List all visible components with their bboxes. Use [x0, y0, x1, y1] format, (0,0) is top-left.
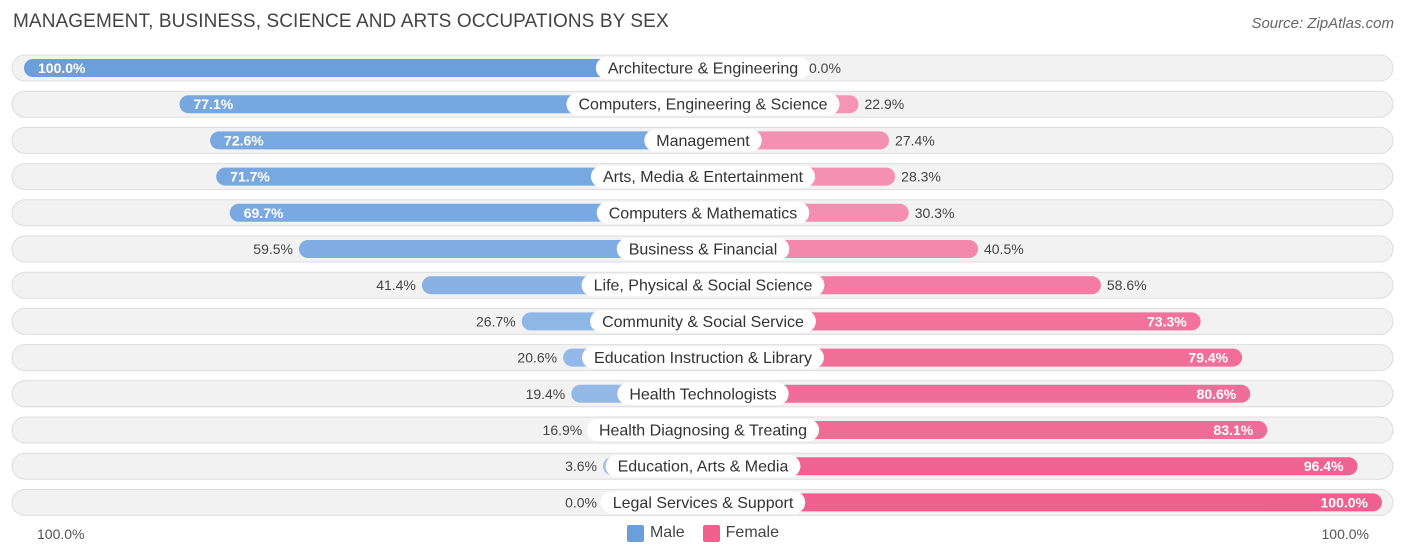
chart-area: Architecture & Engineering 100.0% 0.0% Comp… — [11, 54, 1394, 516]
category-label: Education Instruction & Library — [594, 350, 812, 367]
value-label-female: 27.4% — [895, 132, 935, 148]
category-label: Management — [656, 133, 750, 150]
category-pill — [590, 310, 816, 333]
category-pill — [586, 419, 820, 441]
value-label-female: 100.0% — [1321, 494, 1369, 510]
category-label: Health Diagnosing & Treating — [599, 423, 807, 440]
category-pill — [581, 274, 825, 297]
value-label-female: 80.6% — [1197, 386, 1237, 402]
bar-female — [703, 421, 1268, 439]
bar-female — [703, 312, 1201, 331]
bar-male — [298, 240, 703, 258]
category-label: Legal Services & Support — [613, 495, 794, 512]
source-label: Source: ZipAtlas.com — [1251, 15, 1394, 32]
category-label: Computers, Engineering & Science — [578, 97, 827, 114]
category-pill — [617, 382, 789, 405]
bar-male — [229, 203, 703, 222]
value-label-female: 96.4% — [1304, 458, 1344, 474]
value-label-female: 73.3% — [1147, 313, 1187, 329]
value-label-female: 58.6% — [1107, 277, 1147, 293]
bar-female — [703, 384, 1251, 403]
value-label-male: 20.6% — [517, 350, 557, 366]
category-label: Community & Social Service — [602, 314, 804, 331]
value-label-male: 72.6% — [224, 132, 264, 148]
value-label-male: 100.0% — [38, 60, 86, 76]
category-pill — [605, 455, 801, 478]
axis-left-label: 100.0% — [37, 526, 85, 542]
value-label-male: 77.1% — [193, 96, 233, 112]
category-pill — [590, 165, 816, 188]
legend-item-female: Female — [702, 524, 780, 542]
category-pill — [595, 57, 811, 79]
legend-item-male: Male — [626, 524, 685, 542]
category-label: Computers & Mathematics — [609, 205, 798, 222]
value-label-female: 28.3% — [901, 169, 941, 185]
value-label-male: 71.7% — [230, 169, 270, 185]
value-label-male: 41.4% — [376, 277, 416, 293]
value-label-male: 59.5% — [253, 241, 293, 257]
value-label-male: 16.9% — [543, 422, 583, 438]
category-label: Education, Arts & Media — [618, 459, 789, 476]
legend-swatch-female — [702, 524, 720, 542]
category-pill — [616, 238, 790, 260]
value-label-female: 0.0% — [809, 60, 841, 76]
value-label-male: 69.7% — [244, 205, 284, 221]
bar-female — [703, 457, 1358, 476]
value-label-female: 83.1% — [1214, 422, 1254, 438]
value-label-female: 79.4% — [1188, 350, 1228, 366]
category-pill — [596, 201, 810, 224]
category-label: Business & Financial — [629, 242, 778, 259]
value-label-female: 30.3% — [915, 205, 955, 221]
bar-male — [24, 59, 703, 77]
value-label-female: 22.9% — [864, 96, 904, 112]
bar-male — [216, 167, 704, 186]
bar-male — [210, 131, 703, 150]
category-label: Architecture & Engineering — [608, 61, 798, 78]
legend-label-male: Male — [649, 524, 685, 541]
category-pill — [582, 346, 824, 369]
legend: Male Female — [0, 524, 1406, 542]
value-label-male: 19.4% — [526, 386, 566, 402]
value-label-female: 40.5% — [984, 241, 1024, 257]
category-label: Life, Physical & Social Science — [594, 278, 813, 295]
category-pill — [644, 129, 762, 152]
category-pill — [600, 491, 806, 514]
category-pill — [566, 93, 840, 116]
category-label: Arts, Media & Entertainment — [603, 169, 804, 186]
value-label-male: 0.0% — [565, 494, 597, 510]
legend-swatch-male — [626, 524, 644, 542]
value-label-male: 3.6% — [565, 458, 597, 474]
bar-female — [703, 348, 1243, 367]
category-label: Health Technologists — [629, 386, 776, 403]
legend-label-female: Female — [725, 524, 780, 541]
axis-right-label: 100.0% — [1321, 526, 1369, 542]
chart-title: MANAGEMENT, BUSINESS, SCIENCE AND ARTS O… — [13, 11, 669, 32]
value-label-male: 26.7% — [476, 313, 516, 329]
bar-female — [703, 493, 1382, 512]
